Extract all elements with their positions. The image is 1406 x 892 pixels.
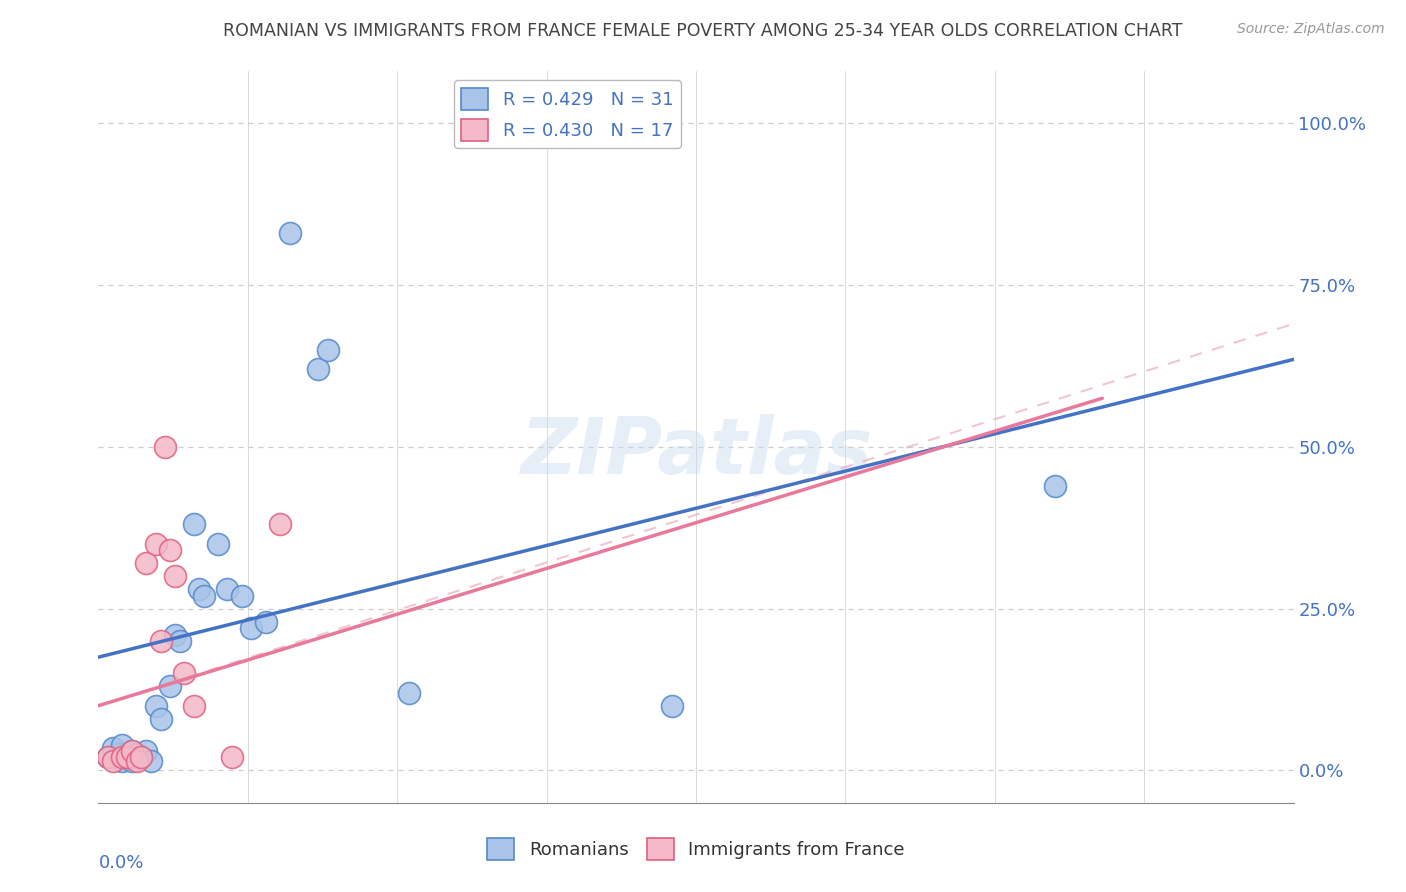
Point	[125, 747, 148, 762]
Point	[159, 679, 181, 693]
Point	[187, 582, 209, 597]
Point	[193, 589, 215, 603]
Point	[115, 750, 138, 764]
Point	[111, 750, 134, 764]
Point	[131, 750, 153, 764]
Text: ZIPatlas: ZIPatlas	[520, 414, 872, 490]
Point	[398, 686, 420, 700]
Point	[163, 627, 186, 641]
Point	[159, 543, 181, 558]
Point	[121, 754, 143, 768]
Point	[135, 557, 157, 571]
Point	[163, 569, 186, 583]
Point	[145, 698, 167, 713]
Legend: Romanians, Immigrants from France: Romanians, Immigrants from France	[479, 830, 912, 867]
Point	[107, 747, 129, 762]
Point	[125, 754, 148, 768]
Point	[131, 750, 153, 764]
Point	[221, 750, 243, 764]
Point	[135, 744, 157, 758]
Point	[183, 517, 205, 532]
Point	[173, 666, 195, 681]
Point	[1043, 478, 1066, 492]
Point	[115, 750, 138, 764]
Text: ROMANIAN VS IMMIGRANTS FROM FRANCE FEMALE POVERTY AMONG 25-34 YEAR OLDS CORRELAT: ROMANIAN VS IMMIGRANTS FROM FRANCE FEMAL…	[224, 22, 1182, 40]
Point	[316, 343, 339, 357]
Point	[101, 740, 124, 755]
Point	[169, 634, 191, 648]
Text: Source: ZipAtlas.com: Source: ZipAtlas.com	[1237, 22, 1385, 37]
Point	[121, 744, 143, 758]
Point	[97, 750, 120, 764]
Point	[231, 589, 253, 603]
Point	[207, 537, 229, 551]
Point	[307, 362, 329, 376]
Point	[149, 712, 172, 726]
Point	[183, 698, 205, 713]
Point	[139, 754, 162, 768]
Point	[240, 621, 263, 635]
Text: 0.0%: 0.0%	[98, 854, 143, 872]
Point	[97, 750, 120, 764]
Point	[217, 582, 239, 597]
Point	[101, 754, 124, 768]
Point	[111, 738, 134, 752]
Point	[145, 537, 167, 551]
Point	[254, 615, 277, 629]
Point	[111, 754, 134, 768]
Point	[278, 226, 301, 240]
Point	[121, 744, 143, 758]
Point	[661, 698, 683, 713]
Point	[269, 517, 291, 532]
Point	[155, 440, 177, 454]
Point	[149, 634, 172, 648]
